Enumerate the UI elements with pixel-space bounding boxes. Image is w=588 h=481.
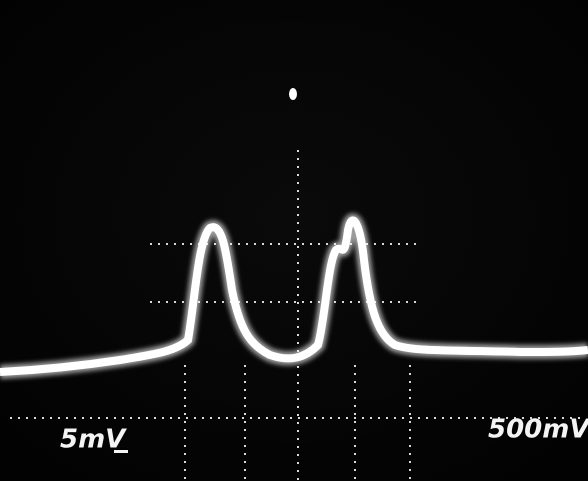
dot <box>289 88 297 100</box>
screen-background <box>0 0 588 481</box>
oscilloscope-screen: 5mV 500mV <box>0 0 588 481</box>
page: {"labels": {"left": "5mV", "right": "500… <box>0 0 588 481</box>
cursor-mark <box>114 450 128 453</box>
right-scale-label: 500mV <box>488 415 588 445</box>
